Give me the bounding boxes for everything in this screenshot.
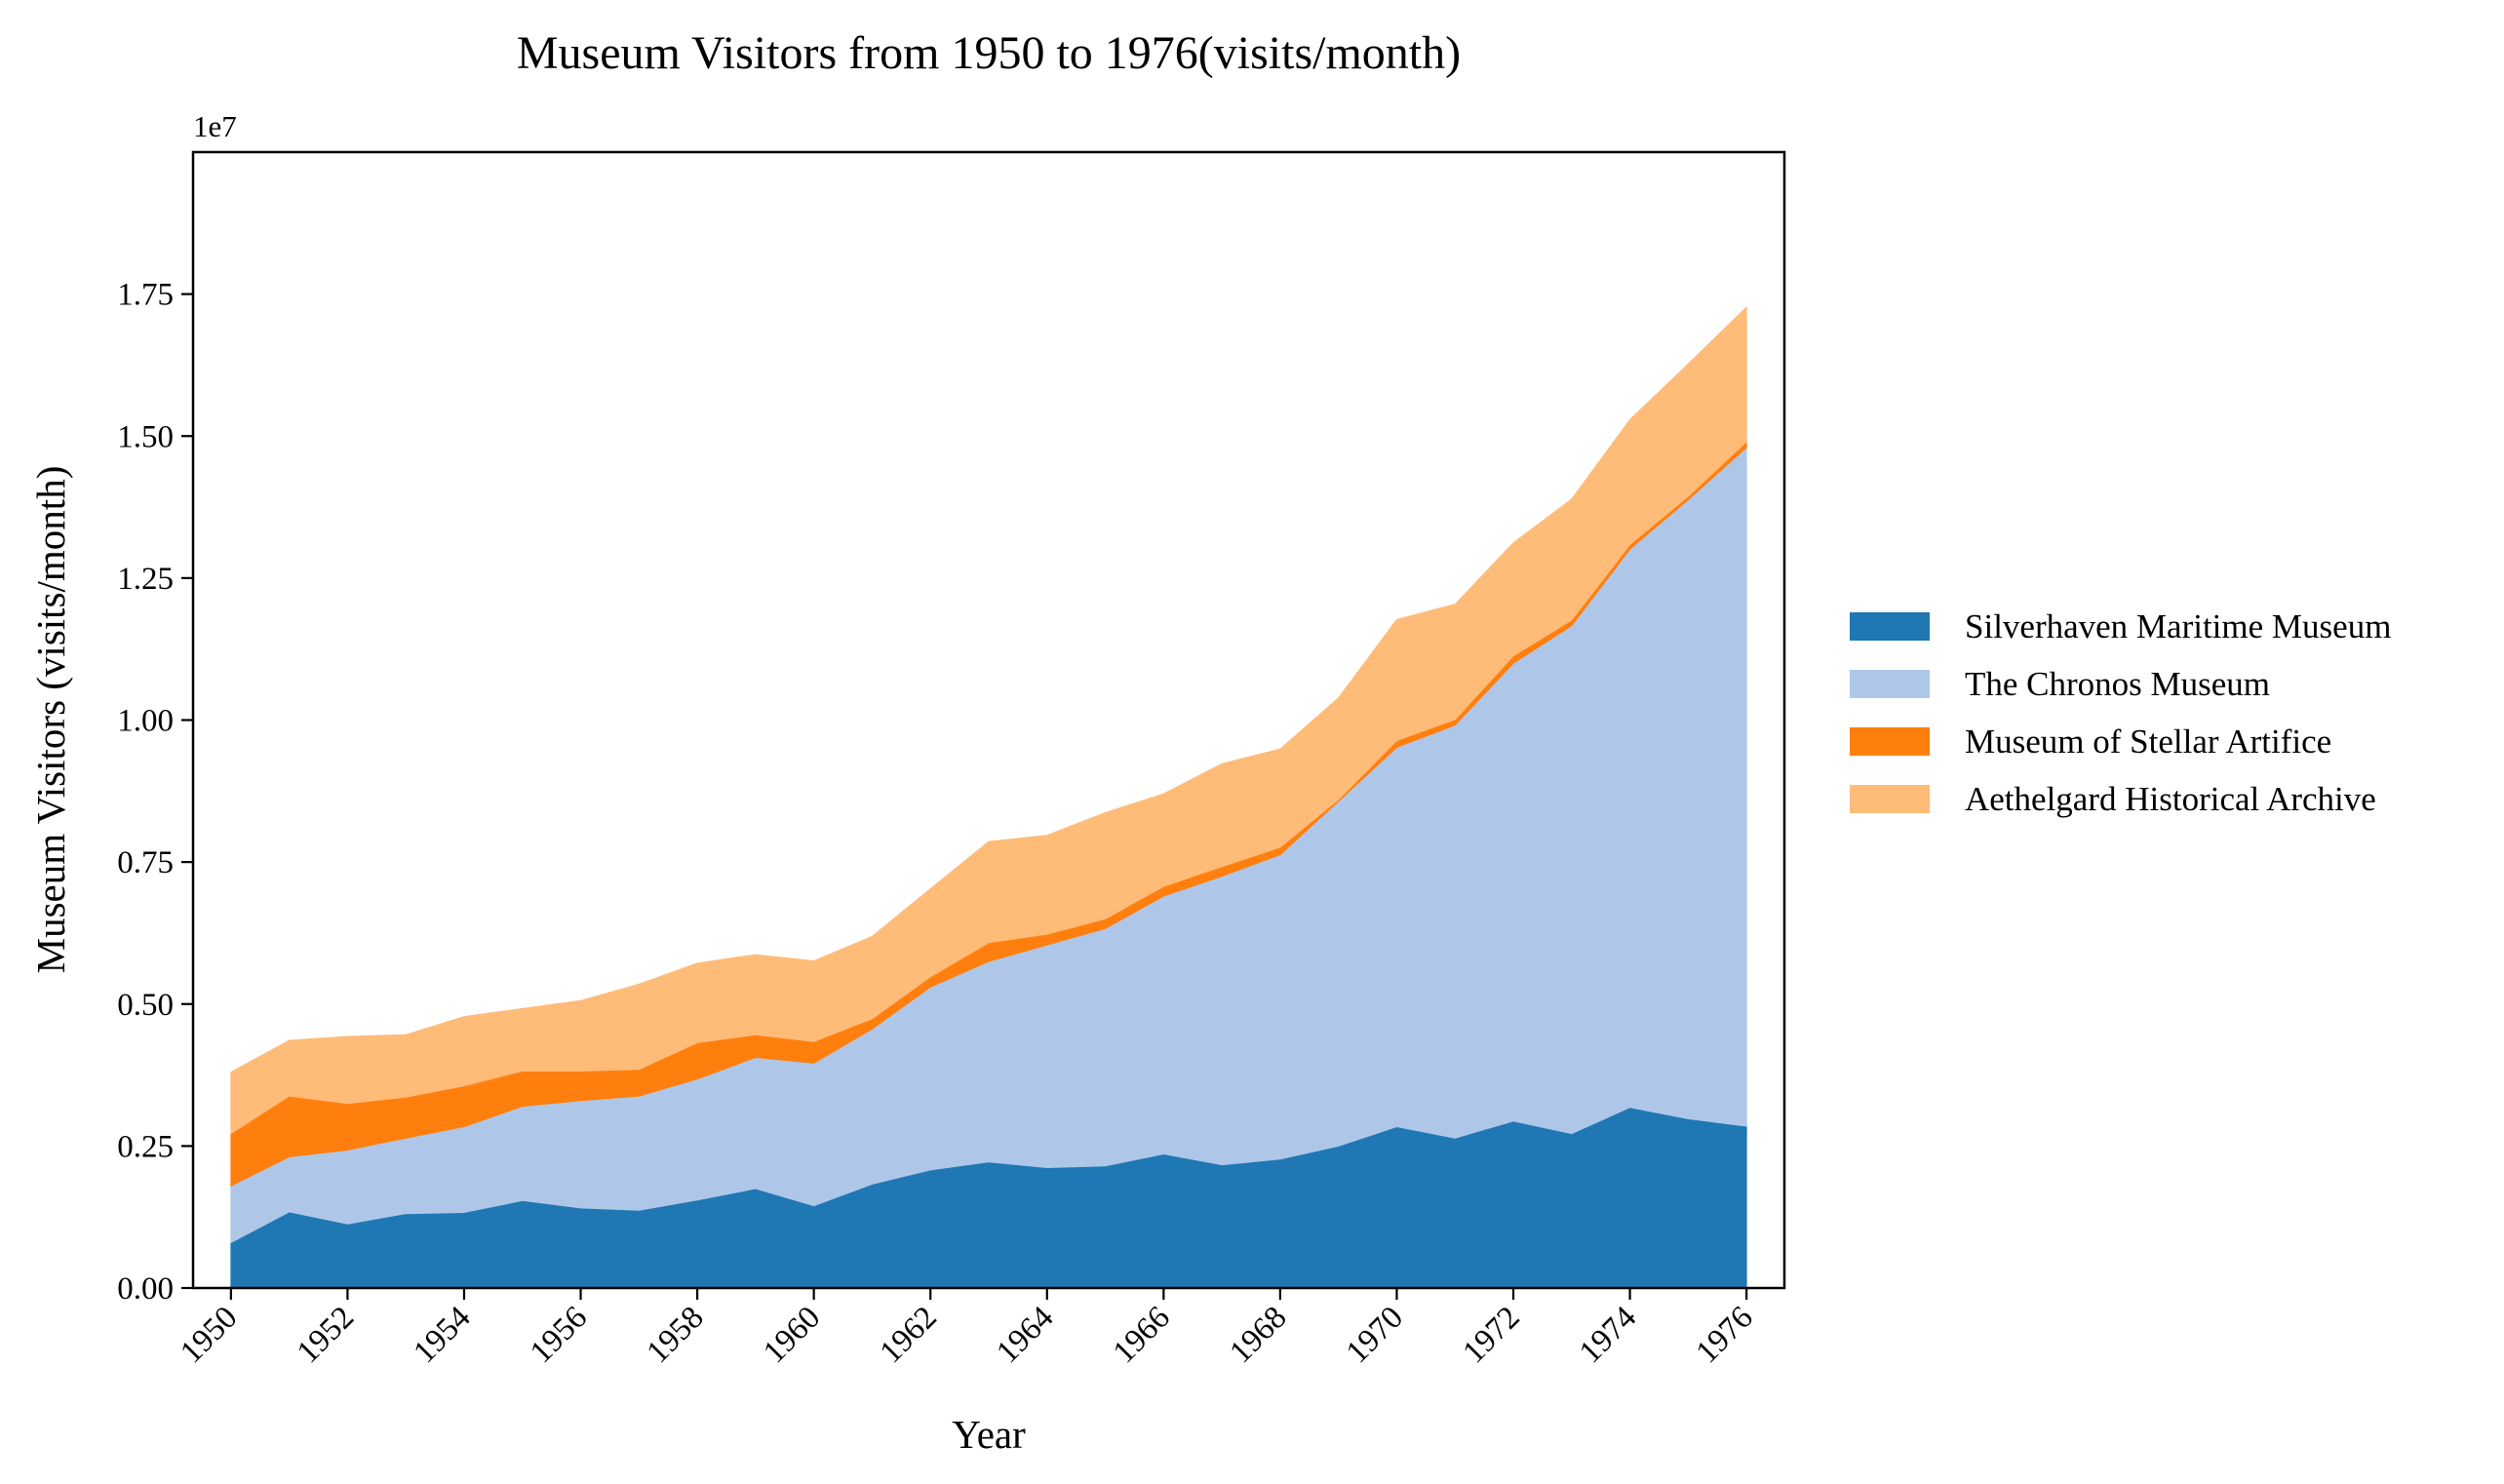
legend-label-1: Silverhaven Maritime Museum [1965, 607, 2391, 645]
x-tick-label: 1950 [174, 1300, 244, 1370]
y-tick-label: 1.75 [117, 278, 174, 313]
y-tick-label: 0.50 [117, 988, 174, 1023]
legend-label-2: The Chronos Museum [1965, 665, 2270, 703]
y-tick-label: 1.50 [117, 419, 174, 454]
legend-swatch-3 [1850, 727, 1930, 756]
legend-swatch-2 [1850, 670, 1930, 698]
x-tick-label: 1960 [757, 1300, 827, 1370]
y-axis-label: Museum Visitors (visits/month) [28, 466, 73, 974]
legend-label-4: Aethelgard Historical Archive [1965, 780, 2376, 818]
x-tick-label: 1964 [990, 1300, 1060, 1370]
areas-layer [230, 305, 1747, 1289]
x-tick-label: 1976 [1690, 1300, 1760, 1370]
x-tick-label: 1968 [1223, 1300, 1293, 1370]
x-tick-label: 1972 [1457, 1300, 1527, 1370]
y-tick-label: 0.75 [117, 845, 174, 880]
x-tick-label: 1970 [1340, 1300, 1410, 1370]
legend-label-3: Museum of Stellar Artifice [1965, 722, 2331, 761]
y-tick-label: 0.25 [117, 1129, 174, 1164]
x-tick-label: 1966 [1107, 1300, 1177, 1370]
y-tick-label: 0.00 [117, 1271, 174, 1307]
y-axis: 0.00 0.25 0.50 0.75 1.00 1.25 1.50 1.75 [117, 278, 193, 1307]
x-tick-label: 1954 [408, 1300, 478, 1370]
x-axis: 1950 1952 1954 1956 1958 1960 1962 1964 1966 1968… [174, 1288, 1760, 1370]
y-tick-label: 1.00 [117, 704, 174, 739]
y-offset-label: 1e7 [193, 109, 237, 143]
legend-swatch-1 [1850, 612, 1930, 641]
x-tick-label: 1956 [524, 1300, 594, 1370]
x-tick-label: 1974 [1573, 1300, 1643, 1370]
x-tick-label: 1962 [874, 1300, 944, 1370]
x-tick-label: 1952 [291, 1300, 361, 1370]
legend-swatch-4 [1850, 785, 1930, 813]
area-series-4 [230, 305, 1747, 1135]
chart-title: Museum Visitors from 1950 to 1976(visits… [517, 27, 1461, 79]
x-tick-label: 1958 [641, 1300, 711, 1370]
legend: Silverhaven Maritime Museum The Chronos M… [1850, 607, 2391, 818]
x-axis-label: Year [952, 1412, 1026, 1457]
y-tick-label: 1.25 [117, 562, 174, 597]
